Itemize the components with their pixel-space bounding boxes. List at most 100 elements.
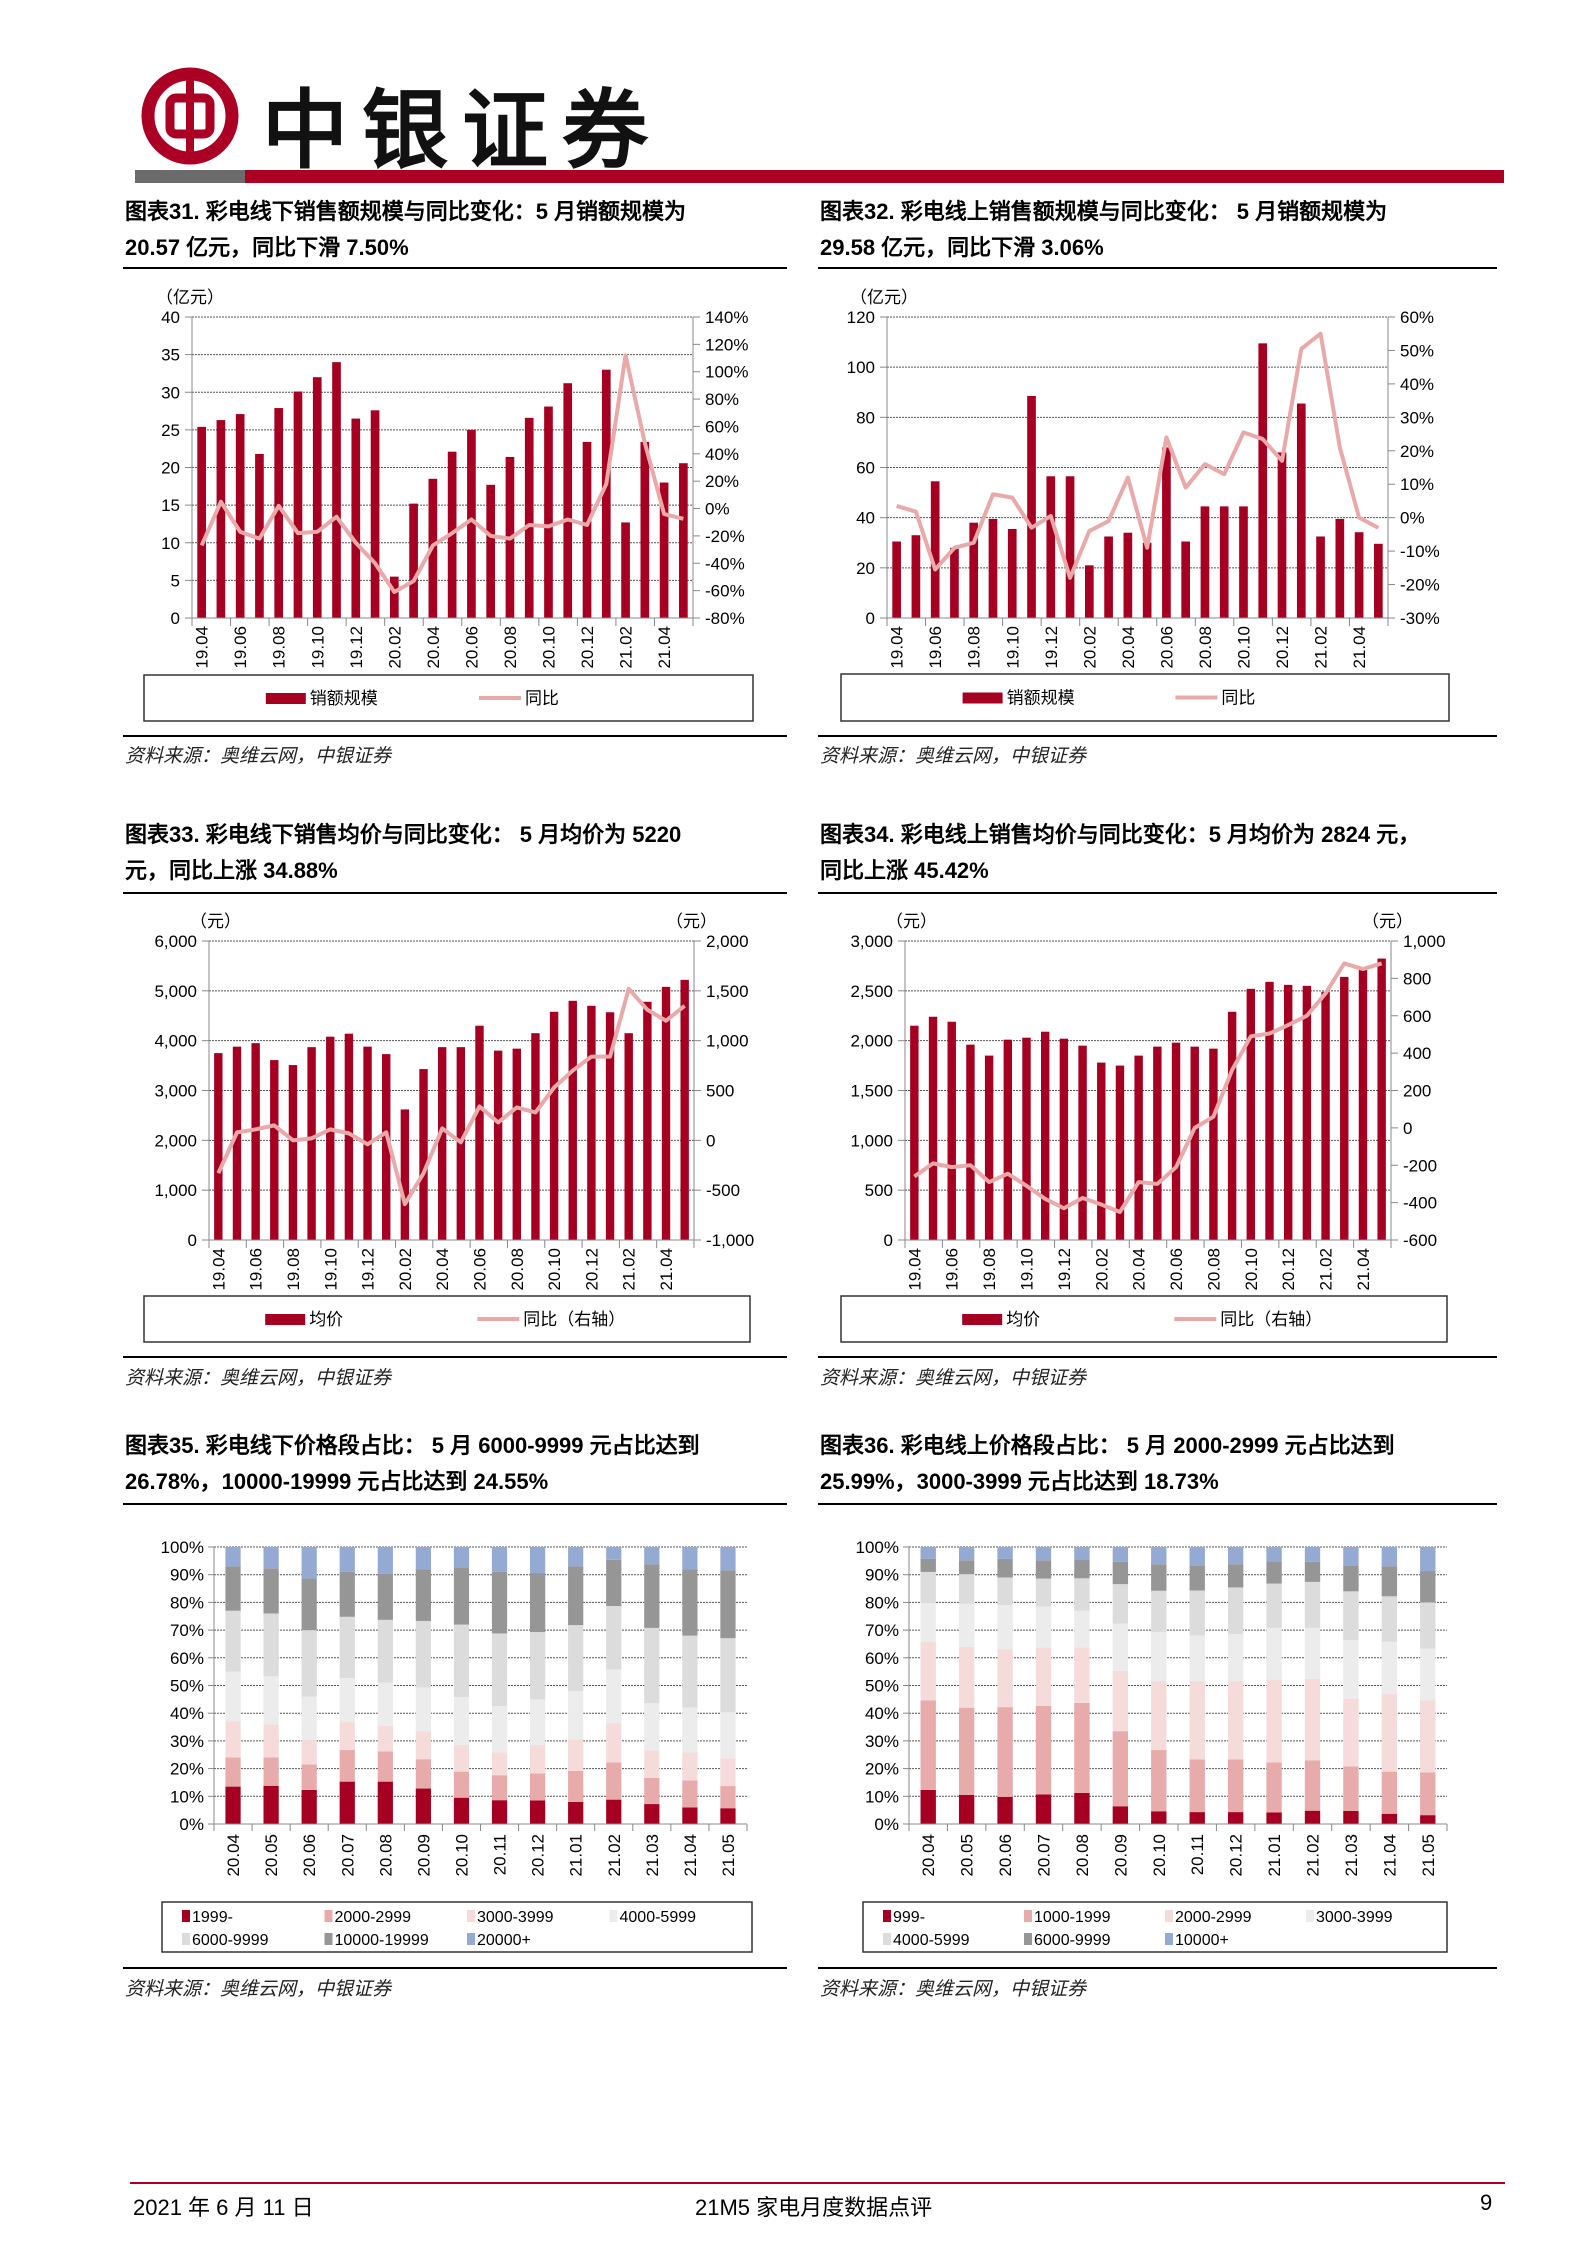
- bar-segment: [1189, 1681, 1205, 1760]
- left-axis-unit: （亿元）: [156, 288, 224, 307]
- bar-segment: [415, 1620, 432, 1688]
- bar-segment: [301, 1630, 317, 1697]
- bar-segment: [529, 1745, 546, 1774]
- y-left-tick-label: 40: [856, 509, 875, 528]
- x-tick-label: 20.10: [1150, 1834, 1169, 1877]
- bar-segment: [1227, 1564, 1244, 1588]
- bar-segment: [920, 1789, 936, 1824]
- x-tick-label: 21.04: [655, 626, 674, 669]
- bar-segment: [997, 1707, 1013, 1797]
- bar-segment: [720, 1547, 736, 1571]
- bar-segment: [1112, 1670, 1129, 1732]
- bar-segment: [920, 1602, 936, 1643]
- legend-swatch: [1165, 1933, 1173, 1945]
- chart-32: 0 20 40 60 80 100 120 -30% -20% -10% 0% 10% 20% 30% 40…: [840, 288, 1450, 722]
- x-tick-label: 21.02: [620, 1248, 639, 1291]
- bar: [326, 1036, 335, 1240]
- x-tick-label: 19.10: [321, 1248, 340, 1291]
- bar-segment: [339, 1616, 355, 1679]
- title-underline: [818, 1503, 1497, 1505]
- bar: [437, 1047, 447, 1240]
- title-line: 26.78%，10000-19999 元占比达到 24.55%: [125, 1469, 549, 1494]
- bar-segment: [1074, 1610, 1090, 1648]
- title-line: 图表36. 彩电线上价格段占比： 5 月 2000-2999 元占比达到: [820, 1433, 1395, 1458]
- bar: [524, 417, 534, 618]
- legend-swatch: [883, 1910, 891, 1922]
- bar-segment: [1112, 1623, 1129, 1671]
- x-tick-label: 20.04: [919, 1834, 938, 1877]
- bar: [307, 1047, 316, 1240]
- bar-segment: [1381, 1547, 1398, 1567]
- x-tick-label: 20.12: [1227, 1834, 1246, 1877]
- y-tick-label: 40%: [865, 1704, 899, 1723]
- bar-segment: [1074, 1547, 1090, 1561]
- bar-segment: [1266, 1679, 1282, 1763]
- x-tick-label: 20.06: [470, 1248, 489, 1291]
- x-tick-label: 19.08: [980, 1248, 999, 1291]
- bar-segment: [263, 1676, 279, 1725]
- y-tick-label: 60%: [170, 1649, 204, 1668]
- bar-segment: [1420, 1772, 1436, 1816]
- bar-segment: [1227, 1547, 1244, 1565]
- bar-segment: [1035, 1794, 1052, 1824]
- bar-segment: [920, 1642, 936, 1701]
- bar-segment: [606, 1799, 622, 1824]
- bar-segment: [1266, 1547, 1282, 1562]
- bar: [1265, 981, 1274, 1240]
- x-tick-label: 19.06: [926, 626, 945, 669]
- bar: [1084, 565, 1094, 618]
- bar-segment: [644, 1703, 660, 1751]
- bar-segment: [1343, 1565, 1359, 1592]
- bar: [568, 1000, 577, 1240]
- legend-bar-swatch: [265, 1314, 306, 1325]
- x-tick-label: 20.05: [958, 1834, 977, 1877]
- bar-segment: [263, 1613, 279, 1677]
- bar-segment: [491, 1752, 508, 1776]
- figure-31-source: 资料来源：奥维云网，中银证券: [125, 745, 392, 767]
- bar-segment: [682, 1635, 698, 1708]
- bar: [1354, 532, 1364, 618]
- legend-swatch: [609, 1910, 618, 1922]
- bar-segment: [415, 1759, 432, 1789]
- bar-segment: [1304, 1561, 1321, 1582]
- x-tick-label: 20.11: [491, 1834, 510, 1875]
- x-tick-label: 19.06: [247, 1248, 266, 1291]
- title-line: 图表35. 彩电线下价格段占比： 5 月 6000-9999 元占比达到: [125, 1433, 700, 1458]
- y-right-tick-label: 40%: [705, 445, 739, 464]
- x-tick-label: 21.04: [1350, 626, 1369, 669]
- header-bar-gray: [135, 170, 245, 183]
- bar-segment: [644, 1804, 660, 1824]
- bar: [910, 1025, 919, 1240]
- x-tick-label: 20.10: [452, 1834, 471, 1877]
- bar-segment: [997, 1577, 1013, 1606]
- bar-segment: [920, 1547, 936, 1559]
- x-tick-label: 21.04: [657, 1248, 676, 1291]
- bar-segment: [453, 1547, 470, 1568]
- bar-segment: [1151, 1564, 1167, 1591]
- bar-segment: [1343, 1547, 1359, 1566]
- legend-label: 均价: [309, 1310, 343, 1329]
- bar: [640, 441, 650, 618]
- bar-segment: [644, 1750, 660, 1778]
- y-right-tick-label: -1,000: [706, 1231, 754, 1250]
- y-tick-label: 50%: [865, 1677, 899, 1696]
- x-tick-label: 21.01: [567, 1834, 586, 1877]
- y-right-tick-label: 2,000: [706, 932, 749, 951]
- legend-label: 3000-3999: [477, 1909, 554, 1926]
- bar-segment: [491, 1705, 508, 1753]
- y-tick-label: 40%: [170, 1704, 204, 1723]
- bar-segment: [339, 1547, 355, 1572]
- bar: [512, 1048, 521, 1240]
- bar-segment: [1420, 1602, 1436, 1649]
- bar-segment: [453, 1567, 470, 1625]
- bar-segment: [644, 1564, 660, 1628]
- bar-segment: [1381, 1566, 1398, 1597]
- x-tick-label: 20.04: [1119, 626, 1138, 669]
- yoy-line: [199, 353, 684, 595]
- x-tick-label: 20.12: [529, 1834, 548, 1877]
- x-tick-label: 19.04: [193, 626, 212, 669]
- bar-segment: [1227, 1681, 1244, 1760]
- bar: [1246, 988, 1256, 1240]
- bar: [1027, 396, 1036, 618]
- y-left-tick-label: 60: [856, 459, 875, 478]
